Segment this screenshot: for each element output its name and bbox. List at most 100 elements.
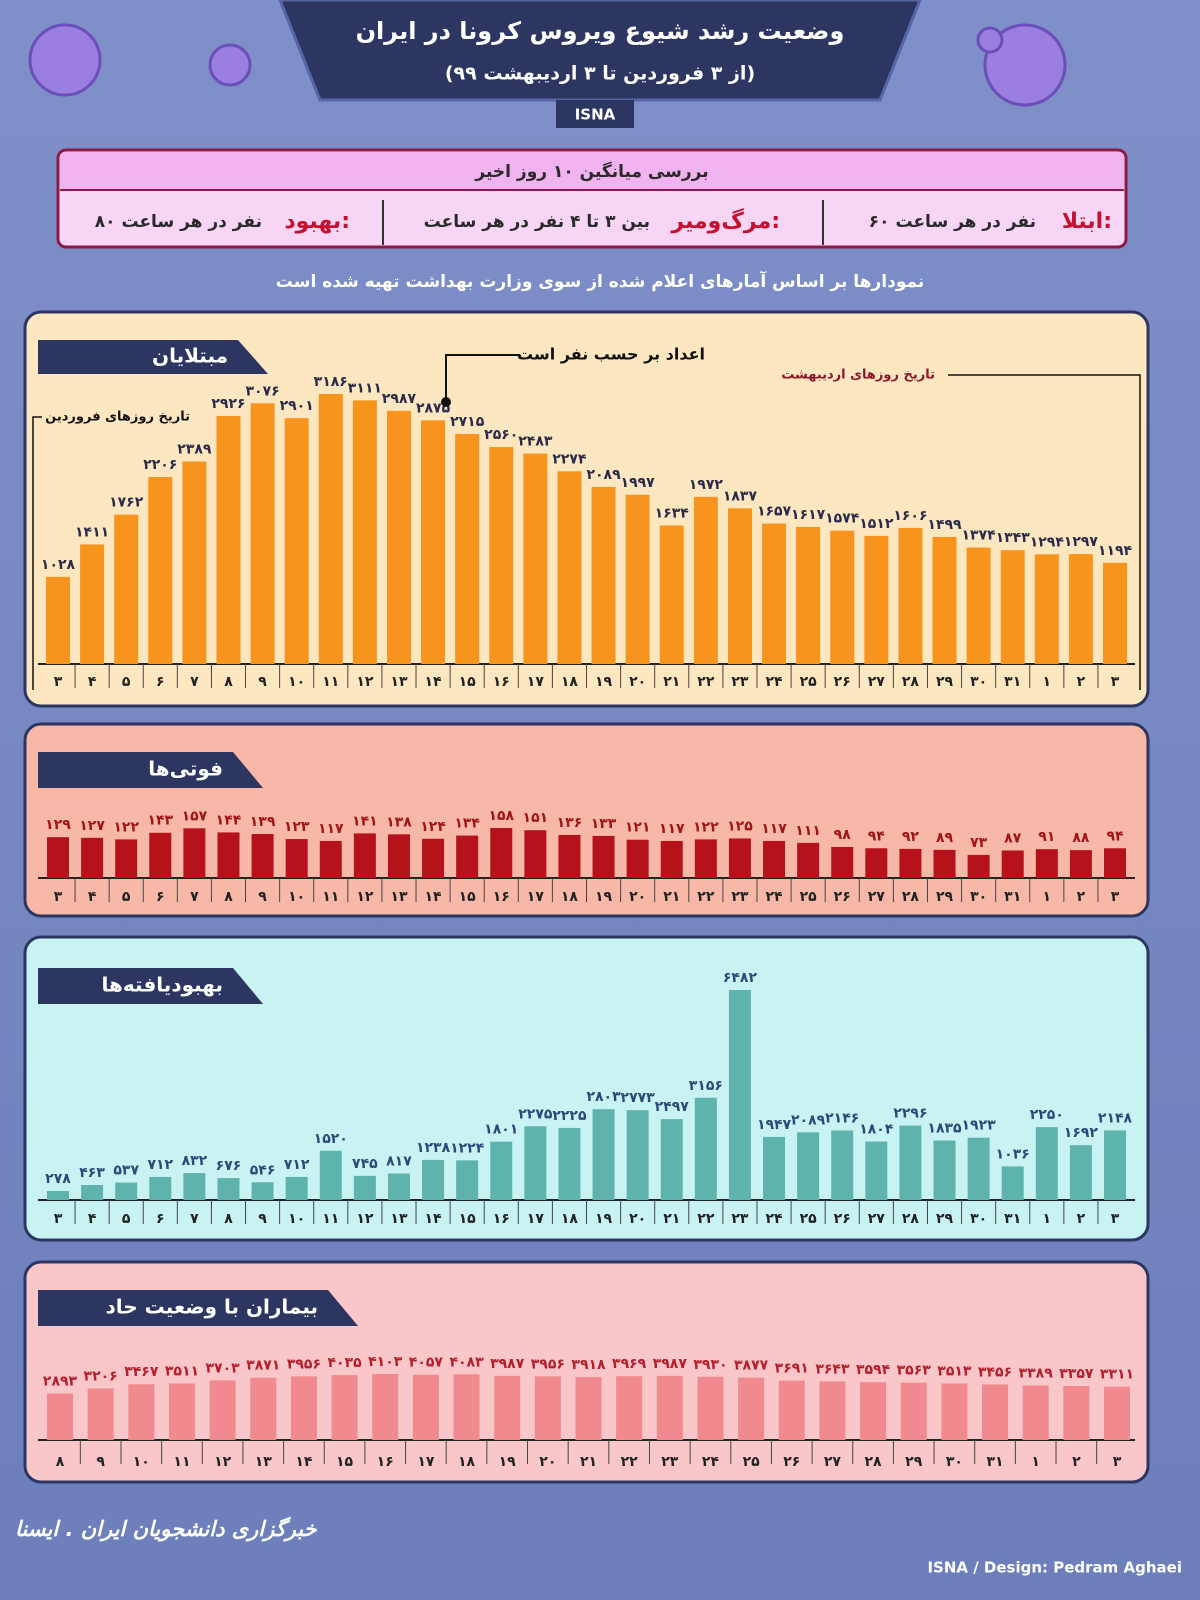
bar: [149, 1176, 172, 1200]
x-tick-label: ۱۲: [214, 1454, 232, 1470]
value-label: ۶۴۸۲: [723, 970, 758, 986]
value-label: ۴۰۵۷: [409, 1355, 444, 1371]
bar: [114, 514, 139, 664]
x-tick-label: ۸: [224, 1211, 233, 1227]
bar: [982, 1384, 1009, 1440]
annotation-arrow: [32, 416, 42, 690]
x-tick-label: ۲۳: [661, 1454, 679, 1470]
x-tick-label: ۱۶: [493, 1211, 510, 1227]
bar: [81, 837, 104, 878]
x-tick-label: ۲۸: [902, 674, 920, 690]
value-label: ۵۳۷: [113, 1163, 139, 1179]
x-tick-label: ۱۶: [377, 1454, 394, 1470]
value-label: ۱۴۴: [216, 812, 242, 828]
x-tick-label: ۱۳: [390, 674, 408, 690]
bar: [47, 1393, 73, 1440]
summary-label: بهبود:: [284, 209, 350, 234]
bar: [87, 1388, 114, 1440]
value-label: ۸۳۲: [182, 1153, 208, 1169]
bar: [831, 1130, 854, 1200]
value-label: ۱۳۸: [386, 814, 412, 830]
x-tick-label: ۲۰: [629, 674, 646, 690]
bar: [738, 1377, 765, 1440]
x-tick-label: ۱۱: [322, 1211, 339, 1227]
value-label: ۴۰۳۵: [327, 1355, 362, 1371]
value-label: ۲۵۶۰: [484, 427, 518, 443]
x-tick-label: ۲۷: [868, 674, 886, 690]
bar: [490, 828, 513, 878]
bar: [899, 1125, 922, 1200]
value-label: ۳۹۵۶: [531, 1356, 565, 1372]
bar: [148, 477, 173, 664]
x-tick-label: ۲۹: [936, 674, 954, 690]
x-tick-label: ۱: [1043, 674, 1052, 690]
annotation: تاریخ روزهای اردیبهشت: [781, 368, 935, 383]
value-label: ۳۷۰۳: [206, 1360, 241, 1376]
x-tick-label: ۲۴: [765, 1211, 783, 1227]
bar: [421, 420, 446, 664]
bar: [489, 447, 514, 664]
bar: [1063, 1386, 1090, 1440]
x-tick-label: ۲: [1072, 1454, 1081, 1470]
value-label: ۱۲۲۴: [450, 1140, 485, 1156]
bar: [216, 416, 241, 664]
note: نمودارها بر اساس آمارهای اعلام شده از سو…: [276, 270, 925, 292]
bar: [899, 848, 922, 878]
x-tick-label: ۱۰: [288, 889, 305, 905]
x-tick-label: ۲۹: [936, 889, 954, 905]
x-tick-label: ۲: [1077, 1211, 1086, 1227]
value-label: ۱۵۷: [182, 808, 208, 824]
value-label: ۳۴۶۷: [124, 1364, 159, 1380]
x-tick-label: ۵: [122, 674, 131, 690]
brand: ISNA: [575, 106, 616, 124]
bar: [831, 846, 854, 878]
bar: [1035, 1127, 1058, 1200]
x-tick-label: ۱۹: [595, 889, 613, 905]
bar: [763, 1136, 786, 1200]
value-label: ۱۳۹: [250, 814, 276, 830]
value-label: ۲۰۸۹: [791, 1112, 826, 1128]
x-tick-label: ۲۸: [902, 889, 920, 905]
value-label: ۳۰۷۶: [245, 383, 279, 399]
bar: [727, 508, 752, 664]
value-label: ۲۹۰۱: [280, 398, 314, 414]
bar: [209, 1380, 236, 1440]
x-tick-label: ۱۹: [595, 674, 613, 690]
x-tick-label: ۳۱: [1004, 1211, 1021, 1227]
panel-tab: [38, 752, 263, 788]
value-label: ۱۳۶: [557, 815, 583, 831]
value-label: ۷۴۵: [352, 1156, 378, 1172]
x-tick-label: ۲۲: [697, 889, 715, 905]
value-label: ۱۱۱: [795, 823, 821, 839]
bar: [456, 1160, 479, 1200]
x-tick-label: ۲۰: [629, 889, 646, 905]
value-label: ۱۳۴۳: [996, 530, 1031, 546]
value-label: ۱۳۳: [591, 816, 617, 832]
summary-heading: بررسی میانگین ۱۰ روز اخیر: [474, 161, 708, 182]
bar: [524, 830, 547, 878]
x-tick-label: ۲۲: [697, 674, 715, 690]
bar: [865, 848, 888, 878]
x-tick-label: ۲۰: [539, 1454, 556, 1470]
summary-text: ۶۰ نفر در هر ساعت: [869, 212, 1036, 232]
x-tick-label: ۱۹: [595, 1211, 613, 1227]
bar: [387, 834, 410, 878]
x-tick-label: ۲۳: [731, 674, 749, 690]
x-tick-label: ۳: [1111, 889, 1120, 905]
value-label: ۳۵۱۳: [937, 1363, 972, 1379]
bar: [290, 1376, 317, 1440]
value-label: ۱۶۱۷: [791, 507, 826, 523]
x-tick-label: ۲۱: [663, 889, 680, 905]
value-label: ۱۲۹۴: [1030, 534, 1065, 550]
bar: [592, 1109, 615, 1200]
x-tick-label: ۱۴: [425, 1211, 443, 1227]
bar: [967, 1137, 990, 1200]
value-label: ۳۸۷۱: [246, 1358, 280, 1374]
value-label: ۳۳۵۷: [1059, 1366, 1094, 1382]
bar: [251, 834, 274, 878]
x-tick-label: ۲۵: [800, 889, 818, 905]
bar: [932, 536, 957, 664]
bar: [797, 1132, 820, 1200]
summary-text: ۸۰ نفر در هر ساعت: [95, 212, 262, 232]
panel-tab: [38, 340, 268, 374]
